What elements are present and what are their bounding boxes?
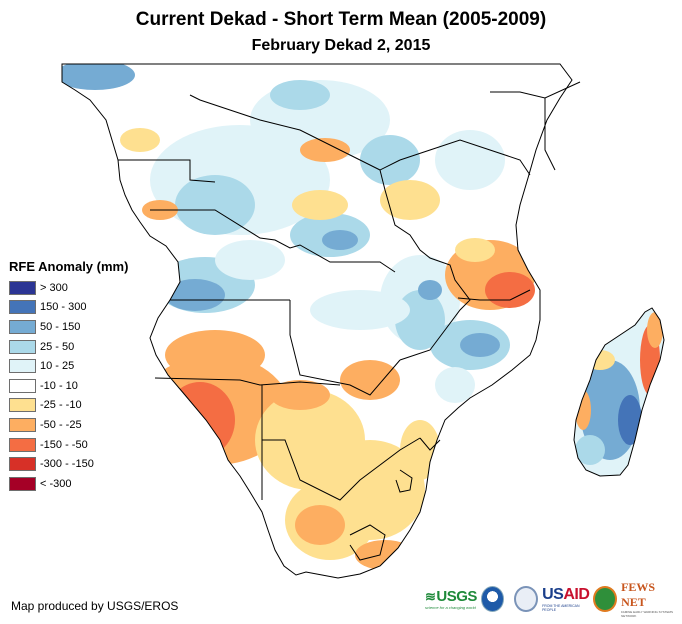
legend-swatch [9,378,36,393]
legend-item: -10 - 10 [9,376,128,396]
legend-item: 25 - 50 [9,337,128,357]
wet-anomaly-areas [62,64,510,429]
legend-item: < -300 [9,474,128,494]
legend-swatch [9,280,36,295]
country-borders [61,63,665,579]
legend-swatch [9,319,36,334]
legend-title: RFE Anomaly (mm) [9,259,129,274]
legend-label: -25 - -10 [40,399,82,412]
legend-label: 150 - 300 [40,301,87,314]
legend-label: 25 - 50 [40,340,75,353]
credit-text: Map produced by USGS/EROS [11,599,179,613]
usgs-logo: ≋ USGS science for a changing world [425,588,477,610]
legend-swatch [9,300,36,315]
legend-label: -50 - -25 [40,418,82,431]
legend-swatch [9,359,36,374]
legend-swatch [9,417,36,432]
legend-item: 50 - 150 [9,317,128,337]
usaid-logo: USAID FROM THE AMERICAN PEOPLE [542,586,590,612]
map-subtitle: February Dekad 2, 2015 [251,37,431,54]
legend-label: < -300 [40,477,72,490]
fews-net-tagline: FAMINE EARLY WARNING SYSTEMS NETWORK [621,610,674,618]
logo-bar: ≋ USGS science for a changing world USAID… [425,580,682,618]
fews-net-text: FEWS NET [621,580,656,609]
usaid-text-aid: AID [563,586,590,603]
legend: RFE Anomaly (mm) > 300 150 - 300 50 - 150 2… [9,259,128,494]
legend-swatch [9,457,36,472]
usgs-logo-text: USGS [436,588,477,605]
legend-label: 50 - 150 [40,320,81,333]
legend-item: -300 - -150 [9,454,128,474]
legend-item: -25 - -10 [9,396,128,416]
legend-item: 150 - 300 [9,298,128,318]
usaid-seal-icon [514,586,539,612]
fews-net-logo: FEWS NET FAMINE EARLY WARNING SYSTEMS NE… [621,580,682,618]
fews-globe-icon [593,586,618,612]
legend-label: -10 - 10 [40,379,78,392]
noaa-logo-icon [480,586,505,612]
legend-swatch [9,398,36,413]
usgs-tagline: science for a changing world [425,605,476,610]
legend-swatch [9,437,36,452]
usgs-wave-icon: ≋ [425,588,436,604]
usaid-text-us: US [542,586,564,603]
map-title: Current Dekad - Short Term Mean (2005-20… [135,9,547,30]
legend-swatch [9,339,36,354]
legend-label: -150 - -50 [40,438,88,451]
dry-anomaly-areas [120,128,535,570]
legend-item: -50 - -25 [9,415,128,435]
legend-label: 10 - 25 [40,360,75,373]
legend-label: > 300 [40,281,68,294]
legend-item: > 300 [9,278,128,298]
usaid-tagline: FROM THE AMERICAN PEOPLE [542,604,580,612]
madagascar-anomaly [570,300,664,480]
legend-swatch [9,476,36,491]
legend-item: -150 - -50 [9,435,128,455]
legend-item: 10 - 25 [9,356,128,376]
legend-label: -300 - -150 [40,458,94,471]
